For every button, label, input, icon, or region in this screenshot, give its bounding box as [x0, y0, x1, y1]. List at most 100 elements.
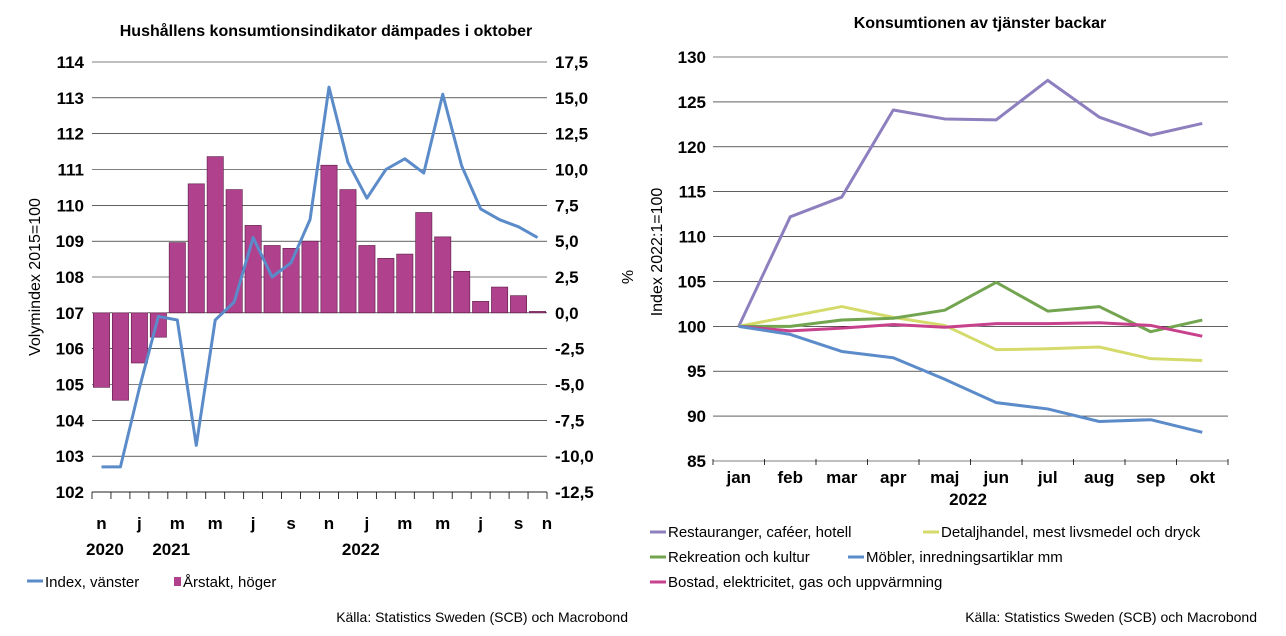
right-x-tick-label: okt [1190, 468, 1216, 487]
right-x-tick-label: mar [826, 468, 858, 487]
legend-swatch-arstakt [174, 577, 181, 586]
bar-arstakt [282, 248, 300, 314]
bar-arstakt [301, 240, 319, 314]
bar-arstakt [434, 236, 452, 314]
line-series-0 [737, 78, 1203, 327]
left-year-label: 2022 [342, 540, 380, 559]
left-y-tick-label: 102 [56, 483, 84, 502]
left-x-tick-label: j [250, 514, 256, 533]
bar-arstakt [187, 183, 205, 314]
left-x-tick-label: m [170, 514, 185, 533]
right-y-tick-label: 5,0 [555, 232, 579, 251]
right-y-tick-label: -2,5 [555, 340, 584, 359]
legend-label-4: Bostad, elektricitet, gas och uppvärmnin… [668, 574, 942, 591]
left-x-tick-label: m [397, 514, 412, 533]
left-y-tick-label: 110 [57, 196, 84, 215]
bar-arstakt [491, 286, 509, 314]
bar-arstakt [453, 270, 471, 314]
left-y-tick-label: 106 [56, 340, 84, 359]
right-y-tick-label: 15,0 [555, 89, 588, 108]
left-year-label: 2020 [86, 540, 124, 559]
right-y-tick-label: 115 [679, 183, 706, 202]
right-x-tick-label: apr [880, 468, 907, 487]
left-x-tick-label: m [435, 514, 450, 533]
right-x-tick-label: aug [1084, 468, 1114, 487]
right-y-tick-label: 7,5 [555, 196, 579, 215]
bar-arstakt [93, 312, 110, 388]
right-y-tick-label: 120 [678, 138, 706, 157]
right-y-tick-label: 10,0 [555, 161, 588, 180]
right-y-tick-label: 105 [678, 272, 706, 291]
right-y-tick-label: 100 [678, 317, 706, 336]
bar-arstakt [225, 189, 243, 314]
right-source-note: Källa: Statistics Sweden (SCB) och Macro… [965, 609, 1257, 625]
right-y-tick-label: 2,5 [555, 268, 579, 287]
line-series-4 [738, 321, 1203, 338]
bar-arstakt [415, 212, 433, 314]
left-x-tick-label: j [136, 514, 142, 533]
left-x-tick-label: s [514, 514, 523, 533]
left-x-tick-label: m [208, 514, 223, 533]
bar-arstakt [472, 301, 490, 314]
left-y-tick-label: 111 [58, 161, 85, 180]
line-series-2 [738, 280, 1203, 334]
bar-arstakt [529, 311, 546, 314]
bar-arstakt [130, 312, 148, 364]
right-y-tick-label: 130 [678, 48, 706, 67]
bar-arstakt [339, 189, 357, 314]
legend-label-2: Rekreation och kultur [668, 549, 810, 566]
legend-label-index: Index, vänster [45, 574, 139, 591]
left-y-tick-label: 114 [57, 53, 85, 72]
left-x-tick-label: s [286, 514, 295, 533]
bar-arstakt [168, 242, 186, 314]
bar-arstakt [263, 245, 281, 314]
legend-label-arstakt: Årstakt, höger [183, 574, 276, 591]
right-y-tick-label: 85 [687, 452, 706, 471]
right-y-tick-label: -10,0 [555, 447, 594, 466]
left-source-note: Källa: Statistics Sweden (SCB) och Macro… [336, 609, 628, 625]
right-y-tick-label: 110 [679, 228, 706, 247]
left-y-tick-label: 113 [57, 89, 84, 108]
bar-arstakt [111, 312, 129, 401]
left-chart-title: Hushållens konsumtionsindikator dämpades… [120, 22, 533, 40]
right-y-tick-label: 125 [678, 93, 706, 112]
bar-arstakt [377, 258, 395, 314]
left-y-axis-title: Volymindex 2015=100 [27, 198, 44, 356]
right-y-tick-label: -5,0 [555, 376, 584, 395]
right-y-tick-label: 12,5 [555, 125, 588, 144]
legend-label-3: Möbler, inredningsartiklar mm [866, 549, 1063, 566]
legend-label-1: Detaljhandel, mest livsmedel och dryck [941, 524, 1201, 541]
left-y-tick-label: 112 [57, 125, 84, 144]
bar-arstakt [358, 245, 376, 314]
left-x-tick-label: j [477, 514, 483, 533]
right-x-tick-label: sep [1136, 468, 1165, 487]
right-x-tick-label: jul [1037, 468, 1058, 487]
left-x-tick-label: n [324, 514, 334, 533]
left-y-tick-label: 108 [56, 268, 84, 287]
line-series-1 [738, 305, 1203, 362]
left-y-tick-label: 107 [56, 304, 84, 323]
left-y-tick-label: 103 [56, 447, 84, 466]
right-y-tick-label: 90 [687, 407, 706, 426]
left-y-tick-label: 105 [56, 376, 84, 395]
right-x-tick-label: jun [983, 468, 1010, 487]
bar-arstakt [206, 156, 224, 314]
right-y-tick-label: -12,5 [555, 483, 594, 502]
right-chart-title: Konsumtionen av tjänster backar [854, 15, 1107, 32]
legend-label-0: Restauranger, caféer, hotell [668, 524, 851, 541]
bar-arstakt [510, 295, 528, 314]
right-y-axis-title: Index 2022:1=100 [649, 188, 666, 317]
left-y-tick-label: 104 [56, 411, 85, 430]
left-y-tick-label: 109 [56, 232, 84, 251]
right-y-axis-title: % [618, 270, 635, 284]
right-y-tick-label: 95 [687, 362, 706, 381]
left-x-tick-label: n [542, 514, 552, 533]
line-index [101, 85, 539, 469]
right-x-tick-label: maj [930, 468, 959, 487]
left-x-tick-label: j [364, 514, 370, 533]
bar-arstakt [396, 253, 414, 314]
left-year-label: 2021 [152, 540, 190, 559]
right-x-tick-label: jan [725, 468, 751, 487]
right-x-axis-title: 2022 [949, 490, 987, 509]
